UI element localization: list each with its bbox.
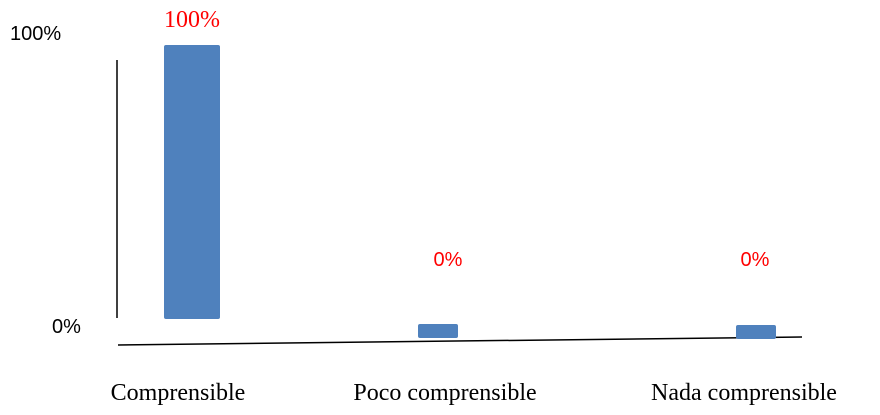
category-label-comprensible: Comprensible xyxy=(111,380,246,406)
data-label-poco-comprensible: 0% xyxy=(434,249,463,271)
bar-nada-comprensible xyxy=(736,325,776,339)
category-label-nada-comprensible: Nada comprensible xyxy=(651,380,837,406)
bars-group xyxy=(164,45,776,339)
x-axis-line xyxy=(117,336,803,346)
y-tick-label-top: 100% xyxy=(10,23,61,45)
y-tick-label-bottom: 0% xyxy=(52,316,81,338)
data-label-nada-comprensible: 0% xyxy=(741,249,770,271)
bar-comprensible xyxy=(164,45,220,319)
data-label-comprensible: 100% xyxy=(164,7,220,33)
category-label-poco-comprensible: Poco comprensible xyxy=(353,380,536,406)
bar-poco-comprensible xyxy=(418,324,458,338)
data-labels-group: 100% 0% 0% xyxy=(164,7,770,271)
